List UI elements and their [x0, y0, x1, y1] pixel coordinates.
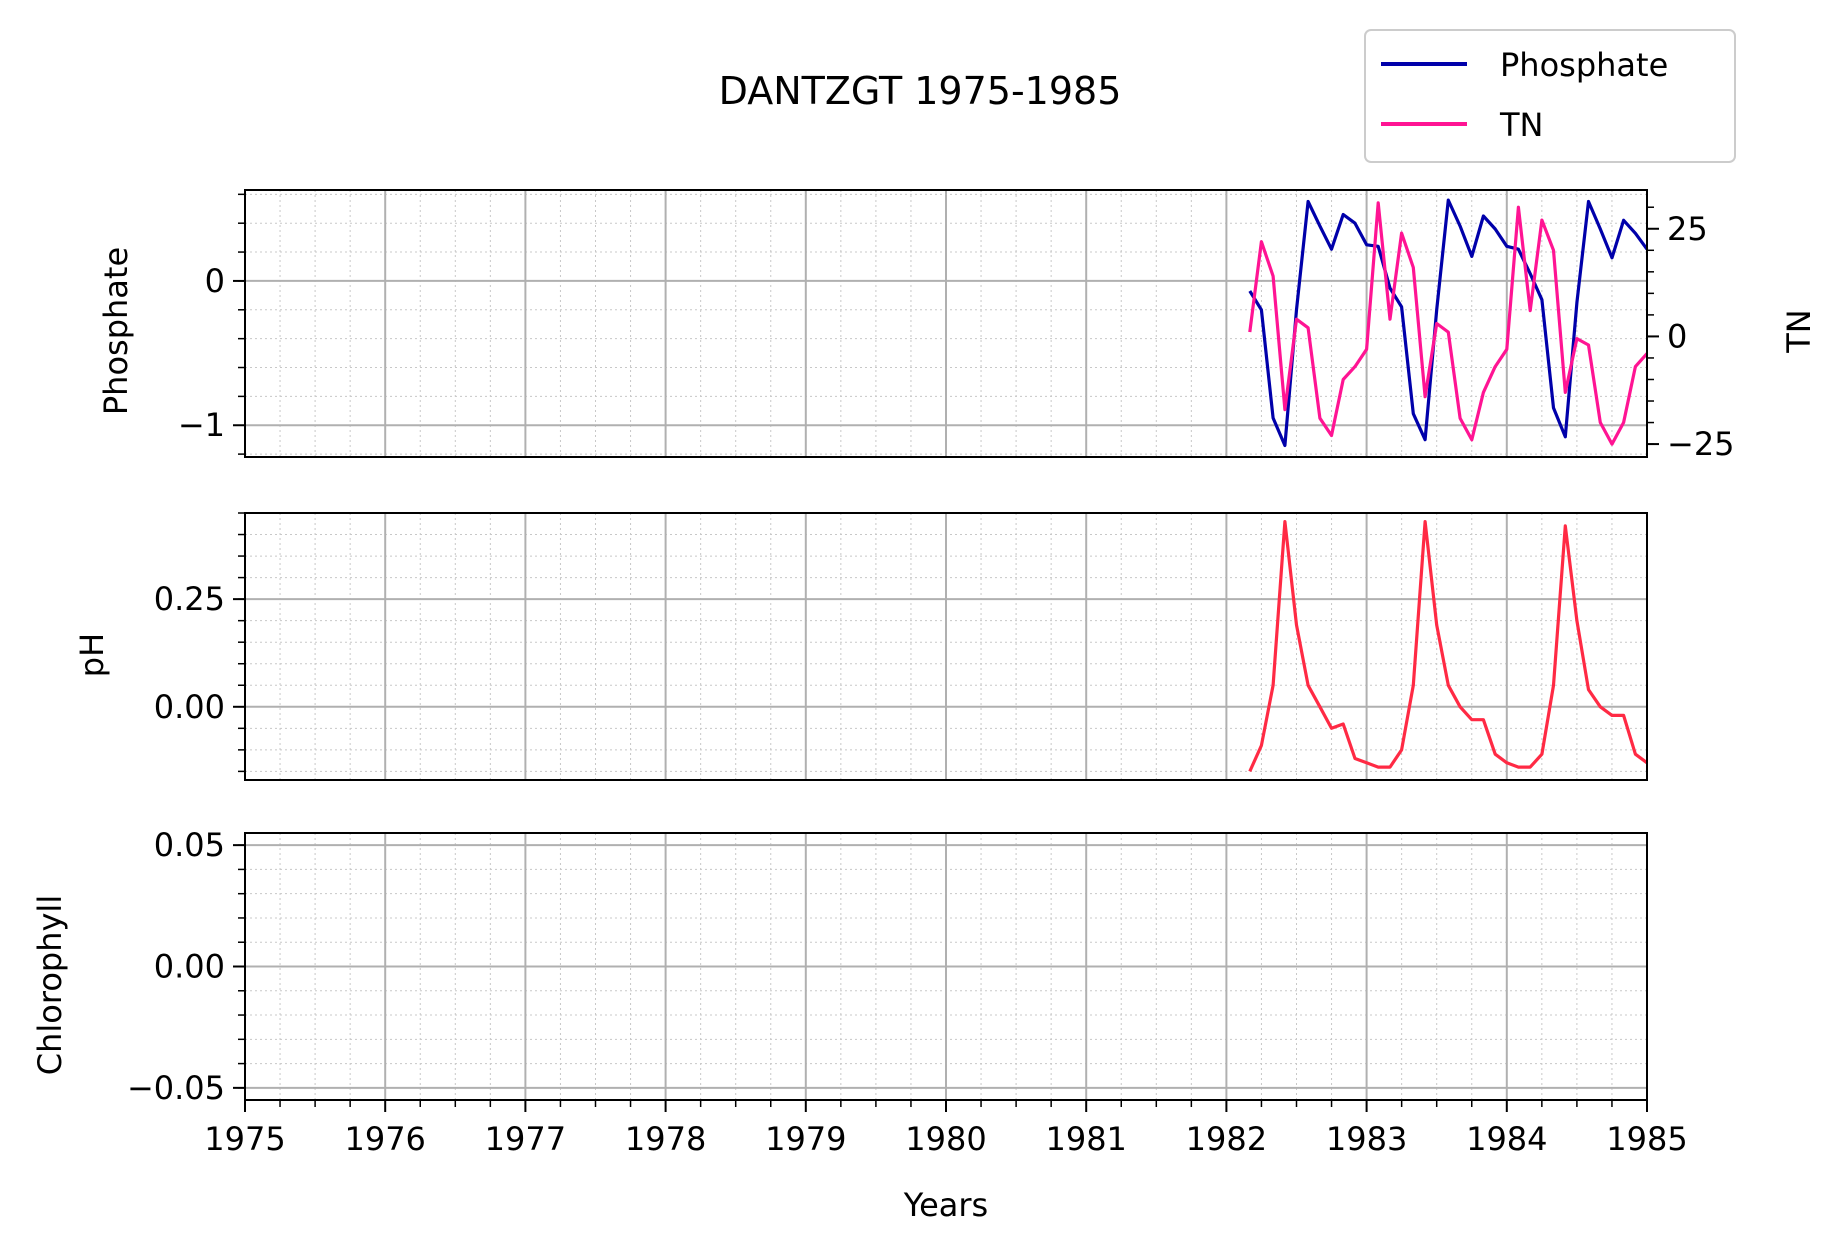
x-tick-label: 1984: [1466, 1120, 1547, 1158]
x-tick-label: 1980: [905, 1120, 986, 1158]
phosphate-y-label: Phosphate: [97, 247, 135, 415]
x-tick-label: 1975: [204, 1120, 285, 1158]
y-tick-label: 0.00: [154, 688, 225, 726]
ph-y-label: pH: [73, 633, 111, 677]
ph-panel: 0.25 0.00 pH: [73, 512, 1648, 781]
x-tick-label: 1979: [765, 1120, 846, 1158]
x-tick-label: 1976: [344, 1120, 425, 1158]
legend-label-phosphate: Phosphate: [1500, 46, 1668, 84]
y-tick-label: 0.25: [154, 580, 225, 618]
y-right-tick-label: 25: [1667, 210, 1708, 248]
x-tick-label: 1983: [1326, 1120, 1407, 1158]
y-tick-label: −0.05: [127, 1069, 225, 1107]
phosphate-panel: 0 −1 25 0 −25 Phosphate TN: [97, 189, 1818, 463]
y-tick-label: 0.05: [154, 826, 225, 864]
series-line-tn: [1248, 201, 1649, 446]
series-line-ph: [1248, 519, 1648, 773]
y-right-tick-label: 0: [1667, 317, 1687, 355]
x-tick-label: 1977: [485, 1120, 566, 1158]
x-tick-label: 1985: [1606, 1120, 1687, 1158]
y-tick-label: 0: [205, 262, 225, 300]
x-tick-label: 1982: [1186, 1120, 1267, 1158]
y-right-tick-label: −25: [1667, 425, 1735, 463]
x-tick-label: 1978: [625, 1120, 706, 1158]
chlorophyll-y-label: Chlorophyll: [31, 895, 69, 1075]
legend-label-tn: TN: [1499, 106, 1543, 144]
chart-title: DANTZGT 1975-1985: [719, 69, 1122, 113]
x-tick-label: 1981: [1045, 1120, 1126, 1158]
y-tick-label: 0.00: [154, 948, 225, 986]
tn-y-label: TN: [1780, 309, 1818, 353]
chlorophyll-panel: 0.05 0.00 −0.05 Chlorophyll: [31, 826, 1648, 1107]
x-axis-label: Years: [903, 1186, 988, 1224]
legend: Phosphate TN: [1364, 29, 1736, 163]
y-tick-label: −1: [178, 406, 225, 444]
series-line-phosphate: [1248, 198, 1649, 448]
x-axis: 1975 1976 1977 1978 1979 1980 1981 1982 1983 1984…: [204, 1100, 1688, 1158]
